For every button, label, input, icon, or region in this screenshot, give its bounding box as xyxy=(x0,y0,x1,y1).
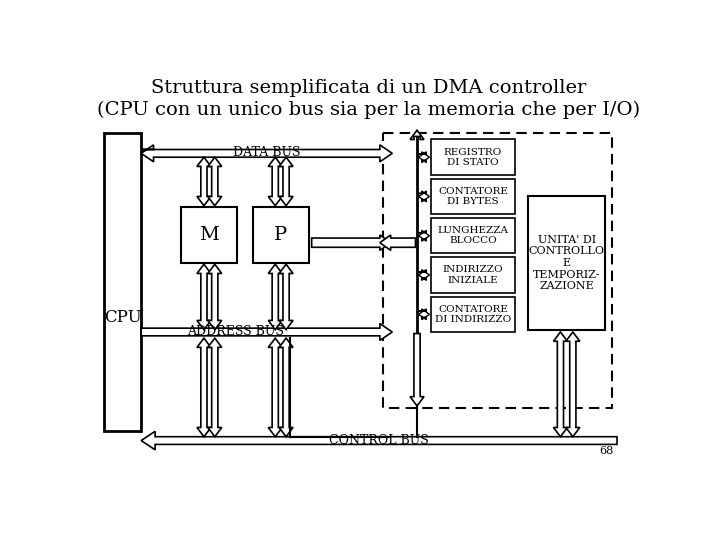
Polygon shape xyxy=(566,332,580,437)
Polygon shape xyxy=(410,130,424,139)
Polygon shape xyxy=(208,157,222,206)
Polygon shape xyxy=(418,231,429,241)
Bar xyxy=(528,195,606,330)
Text: CONTATORE
DI INDIRIZZO: CONTATORE DI INDIRIZZO xyxy=(435,305,511,324)
Polygon shape xyxy=(279,157,293,206)
Text: (CPU con un unico bus sia per la memoria che per I/O): (CPU con un unico bus sia per la memoria… xyxy=(97,100,641,119)
Polygon shape xyxy=(141,323,392,340)
Polygon shape xyxy=(197,338,211,437)
Polygon shape xyxy=(279,264,293,330)
Polygon shape xyxy=(418,152,429,163)
Polygon shape xyxy=(312,235,391,251)
Text: ADDRESS BUS: ADDRESS BUS xyxy=(187,326,284,339)
Bar xyxy=(431,139,515,175)
Text: M: M xyxy=(199,226,220,244)
Polygon shape xyxy=(197,157,211,206)
Text: CONTATORE
DI BYTES: CONTATORE DI BYTES xyxy=(438,187,508,206)
Polygon shape xyxy=(554,332,567,437)
Polygon shape xyxy=(197,264,211,330)
Polygon shape xyxy=(269,157,282,206)
Polygon shape xyxy=(269,264,282,330)
Text: CONTROL BUS: CONTROL BUS xyxy=(329,434,429,447)
Polygon shape xyxy=(279,338,293,437)
Bar xyxy=(383,132,612,408)
Text: Struttura semplificata di un DMA controller: Struttura semplificata di un DMA control… xyxy=(151,79,587,97)
Polygon shape xyxy=(418,309,429,320)
Polygon shape xyxy=(208,264,222,330)
Polygon shape xyxy=(269,338,282,437)
Bar xyxy=(181,207,238,262)
Text: UNITA' DI
CONTROLLO
E
TEMPORIZ-
ZAZIONE: UNITA' DI CONTROLLO E TEMPORIZ- ZAZIONE xyxy=(528,235,605,291)
Bar xyxy=(431,296,515,332)
Polygon shape xyxy=(141,145,392,162)
Polygon shape xyxy=(141,431,617,450)
Bar xyxy=(431,257,515,293)
Text: CPU: CPU xyxy=(104,309,141,326)
Text: REGISTRO
DI STATO: REGISTRO DI STATO xyxy=(444,147,502,167)
Bar xyxy=(104,132,141,431)
Polygon shape xyxy=(418,269,429,280)
Text: 68: 68 xyxy=(599,447,613,456)
Bar xyxy=(431,179,515,214)
Polygon shape xyxy=(208,338,222,437)
Text: P: P xyxy=(274,226,287,244)
Text: INDIRIZZO
INIZIALE: INDIRIZZO INIZIALE xyxy=(443,265,503,285)
Text: DATA BUS: DATA BUS xyxy=(233,146,300,159)
Text: LUNGHEZZA
BLOCCO: LUNGHEZZA BLOCCO xyxy=(437,226,508,246)
Polygon shape xyxy=(410,334,424,406)
Polygon shape xyxy=(380,235,415,251)
Polygon shape xyxy=(418,191,429,202)
Bar xyxy=(431,218,515,253)
Bar xyxy=(253,207,309,262)
